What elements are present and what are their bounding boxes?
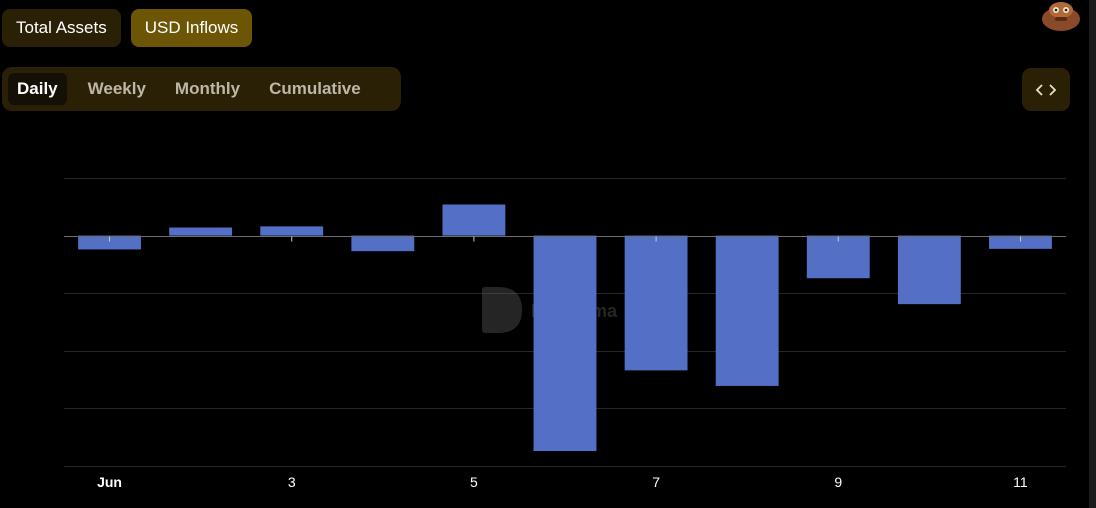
x-tick-label: 11: [1013, 474, 1028, 490]
tab-total-assets[interactable]: Total Assets: [2, 9, 121, 47]
bar-jun-10[interactable]: [897, 235, 961, 305]
x-tick-label: 9: [834, 474, 842, 490]
bar-jun-1[interactable]: [78, 235, 141, 250]
metric-tabs: Total Assets USD Inflows: [2, 9, 253, 47]
x-axis-labels: Jun 3 5 7 9 11: [97, 474, 1028, 490]
x-tick-label: 3: [288, 474, 296, 490]
bar-jun-5[interactable]: [442, 204, 506, 236]
llama-avatar-icon[interactable]: [1040, 0, 1082, 34]
bar-jun-7[interactable]: [624, 235, 688, 371]
x-tick-label: 5: [470, 474, 478, 490]
period-selector: Daily Weekly Monthly Cumulative: [2, 67, 401, 111]
period-daily[interactable]: Daily: [8, 73, 67, 105]
chart-bars: [78, 204, 1052, 452]
x-tick-label: Jun: [97, 474, 122, 490]
x-tick-label: 7: [652, 474, 660, 490]
embed-button[interactable]: [1022, 68, 1070, 111]
bar-jun-9[interactable]: [806, 235, 870, 279]
page-scrollbar[interactable]: [1089, 0, 1096, 508]
watermark-logo-icon: [482, 287, 522, 333]
bar-jun-8[interactable]: [715, 235, 779, 386]
bar-jun-11[interactable]: [989, 235, 1052, 249]
bar-jun-3[interactable]: [260, 226, 324, 236]
tab-usd-inflows[interactable]: USD Inflows: [130, 9, 253, 47]
bar-jun-6[interactable]: [533, 235, 597, 452]
period-weekly[interactable]: Weekly: [87, 79, 146, 98]
bar-jun-2[interactable]: [169, 227, 233, 236]
bar-jun-4[interactable]: [351, 235, 415, 252]
code-brackets-icon: [1035, 83, 1057, 96]
chart-baseline: [64, 236, 1066, 242]
period-monthly[interactable]: Monthly: [174, 79, 241, 98]
period-cumulative[interactable]: Cumulative: [269, 79, 361, 98]
